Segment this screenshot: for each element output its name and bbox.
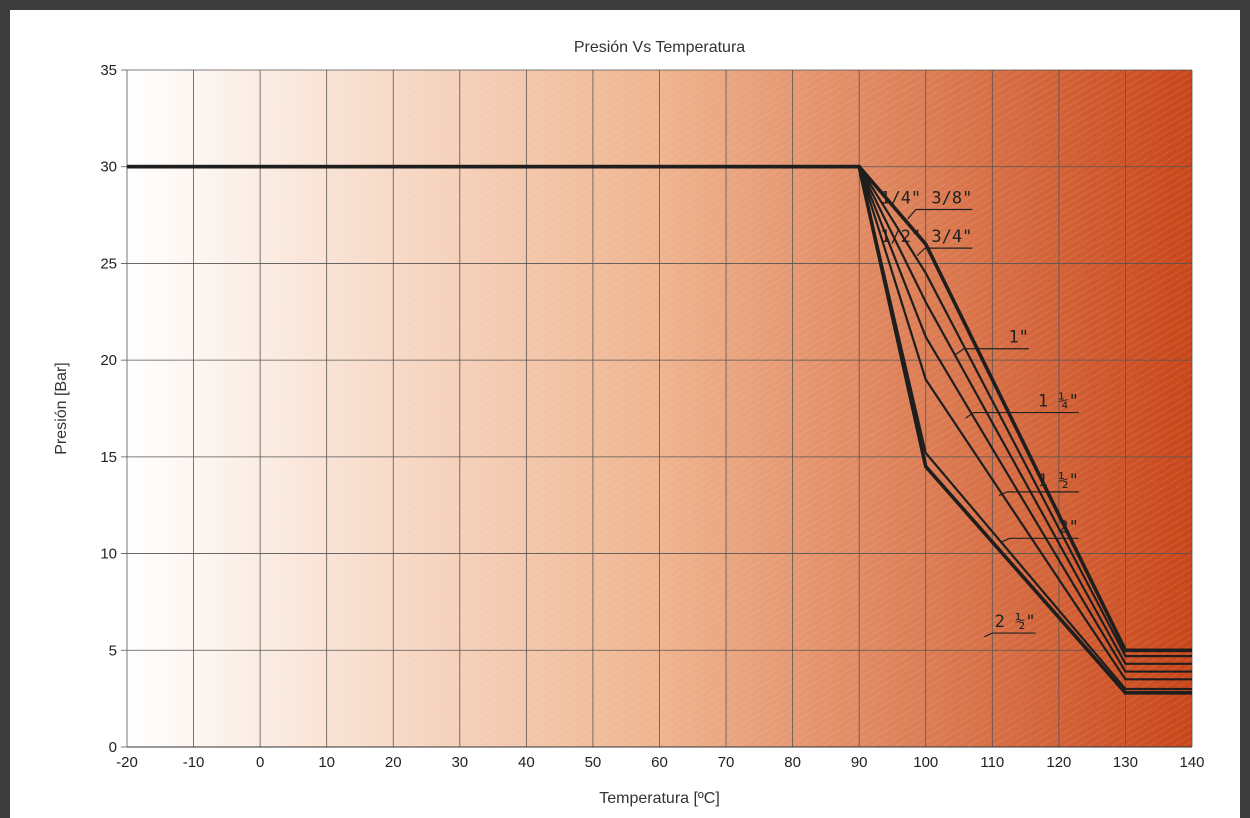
x-tick-label: 120 [1046,754,1071,771]
y-tick-label: 5 [109,642,117,659]
x-tick-label: 80 [784,754,801,771]
label-leader-line [916,247,973,257]
x-tick-label: 90 [851,754,868,771]
x-tick-label: -20 [116,754,138,771]
y-tick-label: 35 [100,62,117,79]
y-tick-label: 30 [100,159,117,176]
grid-lines [121,69,1193,748]
series-lines [127,164,1192,695]
y-tick-label: 0 [109,739,117,756]
label-leader-line [955,348,1029,355]
x-tick-label: 20 [385,754,402,771]
series-label: 1/4" 3/8" [880,188,972,208]
series-label: 1 ¼" [1038,392,1079,412]
series-line [127,164,1192,695]
x-tick-label: 130 [1113,754,1138,771]
label-leader-line [907,208,973,220]
label-leader-line [984,632,1036,638]
series-label: 2 ½" [995,612,1036,632]
x-tick-label: 0 [256,754,264,771]
x-tick-label: 70 [718,754,735,771]
pressure-temperature-chart: -20 -10 0 10 20 30 40 50 60 70 80 90 100 110 120 130 140… [53,39,1205,807]
axis-ticks: -20 -10 0 10 20 30 40 50 60 70 80 90 100 110 120 130 140… [100,62,1204,771]
y-axis-title: Presión [Bar] [53,362,70,454]
x-tick-label: 110 [980,754,1004,771]
x-tick-label: 140 [1179,754,1204,771]
x-tick-label: -10 [183,754,205,771]
x-axis-title: Temperatura [ºC] [599,790,720,807]
series-labels: 1/4" 3/8" 1/2" 3/4" 1" 1 ¼" 1 ½" 2" 2 ½" [880,188,1079,632]
y-tick-label: 25 [100,255,117,272]
y-tick-label: 15 [100,449,117,466]
y-tick-label: 20 [100,352,117,369]
x-tick-label: 100 [913,754,938,771]
chart-title: Presión Vs Temperatura [574,39,745,56]
x-tick-label: 30 [451,754,468,771]
series-label: 2" [1058,517,1078,537]
y-tick-label: 10 [100,546,117,563]
x-tick-label: 50 [585,754,602,771]
series-label: 1" [1008,328,1028,348]
x-tick-label: 60 [651,754,668,771]
x-tick-label: 10 [318,754,335,771]
series-label: 1/2" 3/4" [880,227,972,247]
x-tick-label: 40 [518,754,535,771]
series-label: 1 ½" [1038,471,1079,491]
label-leader-line [965,411,1079,419]
